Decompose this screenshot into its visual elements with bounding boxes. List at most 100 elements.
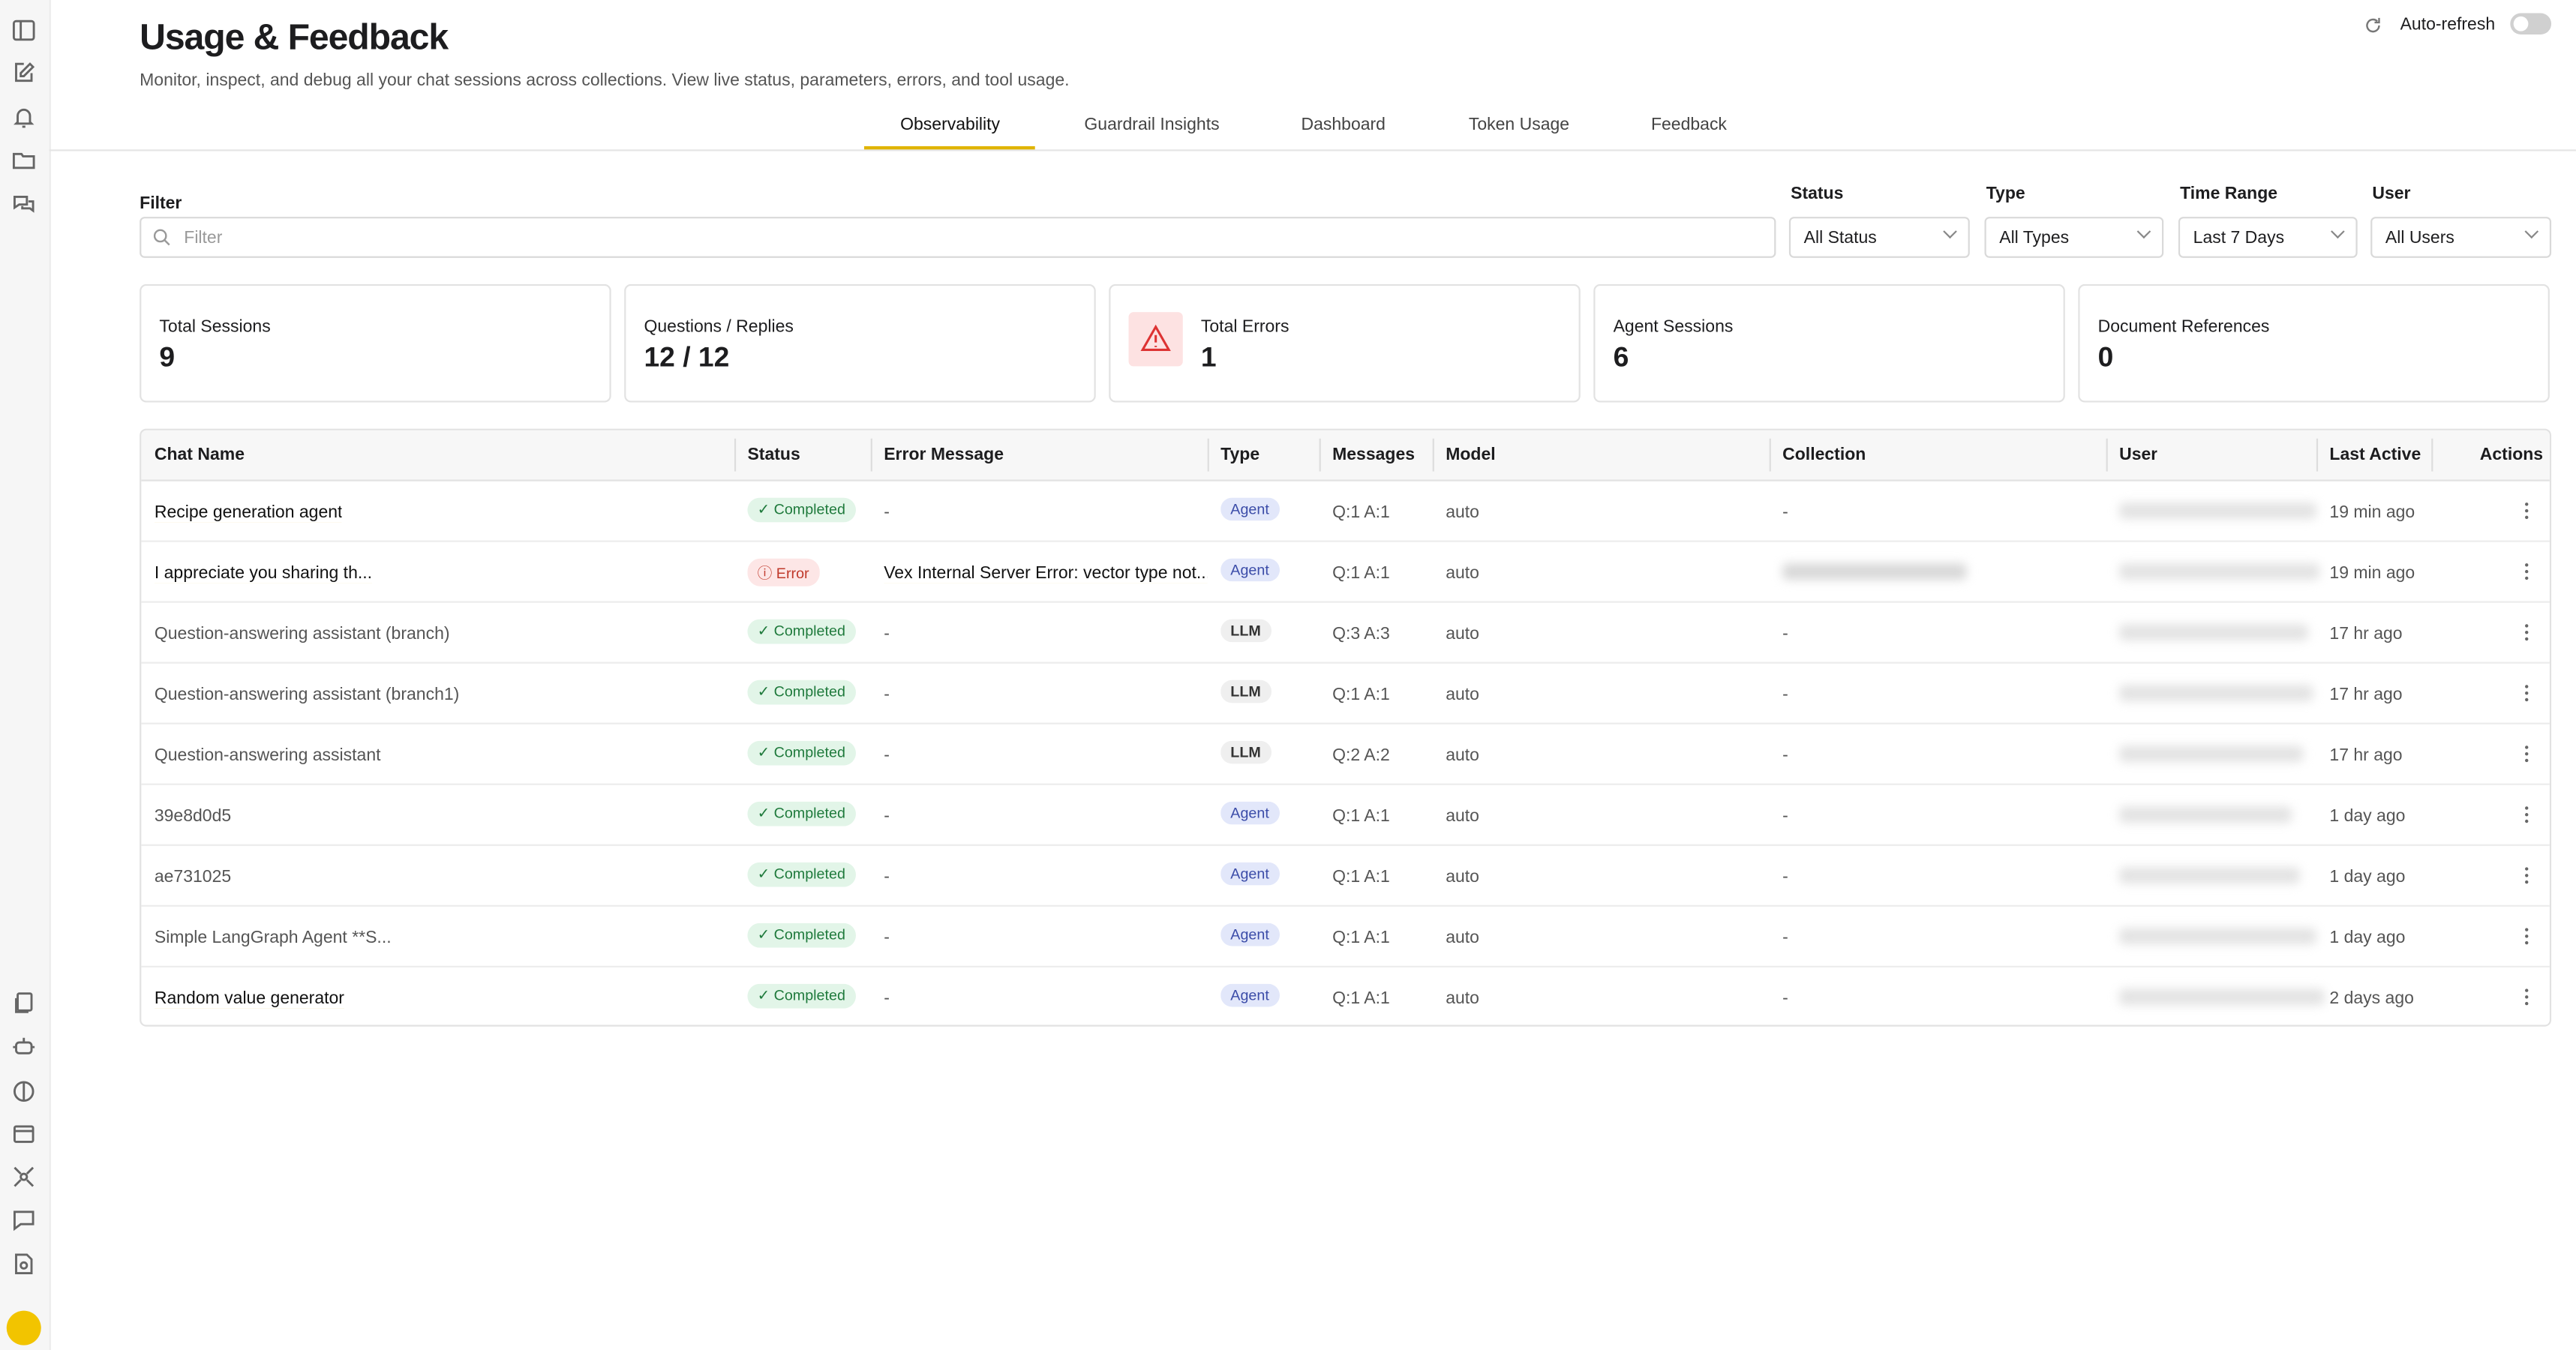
stat-value: 12 / 12 <box>644 341 730 374</box>
bell-icon[interactable] <box>11 105 36 130</box>
dot <box>2525 806 2529 810</box>
chevron <box>1943 224 1957 239</box>
status-cell: ✓ Completed <box>747 680 856 705</box>
dot <box>2525 637 2529 641</box>
type-cell: LLM <box>1220 619 1271 643</box>
tab[interactable]: Observability <box>900 115 1001 135</box>
row-divider <box>141 662 2550 664</box>
feedback-icon[interactable] <box>11 1208 36 1232</box>
network-icon[interactable] <box>11 1165 36 1190</box>
collection: - <box>1782 928 1788 948</box>
new-chat-icon[interactable] <box>11 61 36 86</box>
brain-icon[interactable] <box>11 1079 36 1104</box>
dot <box>2525 934 2529 938</box>
status-badge: ✓ Completed <box>747 922 856 948</box>
row-actions[interactable] <box>2523 622 2530 642</box>
select[interactable]: Last 7 Days <box>2178 217 2358 258</box>
type-cell: Agent <box>1220 558 1279 582</box>
filter-placeholder: Filter <box>184 228 223 248</box>
column-header: Actions <box>2479 445 2544 465</box>
chat-name[interactable]: Recipe generation agent <box>154 502 343 523</box>
dot <box>2525 813 2529 817</box>
chats-icon[interactable] <box>11 192 36 217</box>
row-divider <box>141 844 2550 846</box>
collection: - <box>1782 867 1788 887</box>
select[interactable]: All Status <box>1788 217 1970 258</box>
avatar[interactable] <box>6 1310 41 1346</box>
select-value: Last 7 Days <box>2193 228 2285 248</box>
tab[interactable]: Token Usage <box>1468 115 1570 135</box>
error-message[interactable]: Vex Internal Server Error: vector type n… <box>884 563 1208 584</box>
type-badge: Agent <box>1220 558 1279 582</box>
tab[interactable]: Feedback <box>1650 115 1727 135</box>
last-active: 2 days ago <box>2329 988 2414 1009</box>
search-doc-icon[interactable] <box>11 1252 36 1276</box>
docs-icon[interactable] <box>11 991 36 1016</box>
row-actions[interactable] <box>2523 683 2530 703</box>
page-subtitle: Monitor, inspect, and debug all your cha… <box>140 70 1070 91</box>
select[interactable]: All Users <box>2370 217 2552 258</box>
table-header <box>141 430 2550 482</box>
panel-icon[interactable] <box>11 18 36 43</box>
messages: Q:1 A:1 <box>1332 563 1390 584</box>
status-cell: ✓ Completed <box>747 619 856 644</box>
auto-refresh-toggle[interactable] <box>2510 13 2552 34</box>
collection: - <box>1782 746 1788 766</box>
row-actions[interactable] <box>2523 744 2530 764</box>
type-badge: Agent <box>1220 497 1279 521</box>
tab[interactable]: Guardrail Insights <box>1084 115 1220 135</box>
tab[interactable]: Dashboard <box>1301 115 1386 135</box>
row-divider <box>141 540 2550 542</box>
row-actions[interactable] <box>2523 987 2530 1006</box>
bot-icon[interactable] <box>11 1035 36 1060</box>
column-divider <box>2106 438 2108 472</box>
type-cell: Agent <box>1220 497 1279 521</box>
status-cell: ✓ Completed <box>747 801 856 826</box>
filter-input[interactable]: Filter <box>140 217 1776 258</box>
last-active: 1 day ago <box>2329 806 2406 826</box>
column-divider <box>2431 438 2433 472</box>
chat-name[interactable]: Random value generator <box>154 988 344 1009</box>
column-header: Status <box>747 445 800 465</box>
type-badge: LLM <box>1220 740 1271 764</box>
last-active: 1 day ago <box>2329 928 2406 948</box>
row-actions[interactable] <box>2523 866 2530 885</box>
last-active: 19 min ago <box>2329 502 2415 523</box>
stat-label: Total Sessions <box>159 316 271 337</box>
dot <box>2525 819 2529 824</box>
chat-name: ae731025 <box>154 867 232 887</box>
type-cell: Agent <box>1220 862 1279 886</box>
collection: - <box>1782 685 1788 705</box>
user-blurred <box>2119 563 2320 580</box>
error-message: - <box>884 685 890 705</box>
stat-value: 6 <box>1613 341 1629 374</box>
refresh-icon[interactable] <box>2364 16 2382 34</box>
stat-label: Questions / Replies <box>644 316 794 337</box>
row-actions[interactable] <box>2523 926 2530 946</box>
user-blurred <box>2119 928 2316 945</box>
dot <box>2525 563 2529 567</box>
dot <box>2525 940 2529 945</box>
folder-icon[interactable] <box>11 148 36 172</box>
chat-name[interactable]: I appreciate you sharing th... <box>154 563 373 584</box>
row-divider <box>141 904 2550 907</box>
user-blurred <box>2119 502 2316 520</box>
row-actions[interactable] <box>2523 562 2530 581</box>
last-active: 17 hr ago <box>2329 685 2403 705</box>
row-actions[interactable] <box>2523 805 2530 824</box>
error-icon <box>1128 312 1183 367</box>
user-blurred <box>2119 988 2325 1006</box>
warning-icon <box>1140 324 1171 352</box>
stat-label: Agent Sessions <box>1613 316 1734 337</box>
dot <box>2525 508 2529 513</box>
calendar-icon[interactable] <box>11 1122 36 1147</box>
last-active: 17 hr ago <box>2329 624 2403 644</box>
user-blurred <box>2119 867 2300 884</box>
row-actions[interactable] <box>2523 501 2530 520</box>
status-badge: ✓ Completed <box>747 740 856 766</box>
column-header: Chat Name <box>154 445 245 465</box>
chat-name: Question-answering assistant (branch) <box>154 624 450 644</box>
select[interactable]: All Types <box>1984 217 2164 258</box>
type-badge: LLM <box>1220 619 1271 643</box>
stat-value: 0 <box>2097 341 2114 374</box>
